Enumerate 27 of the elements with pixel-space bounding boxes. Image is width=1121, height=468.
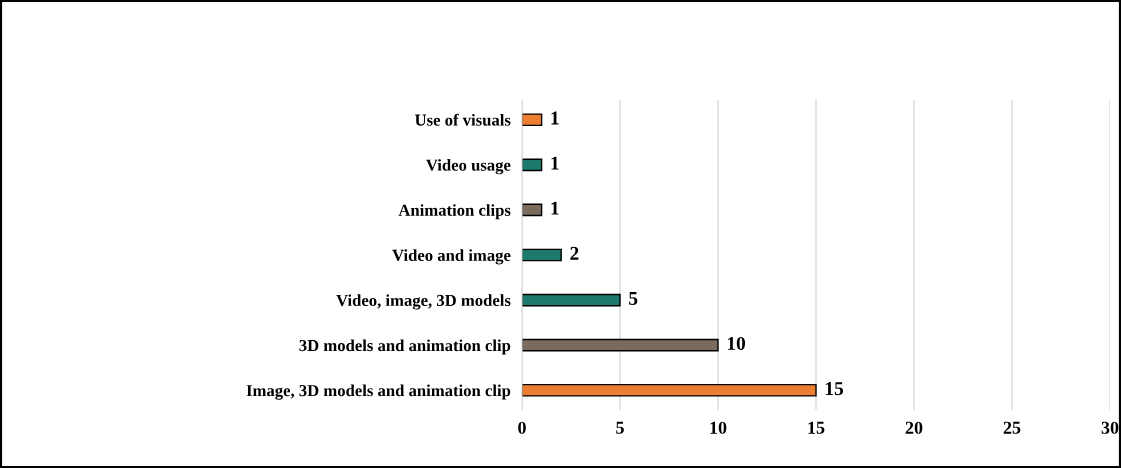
x-tick-label: 15	[808, 421, 825, 434]
x-tick-label: 0	[518, 421, 526, 434]
x-tick-label: 20	[905, 421, 923, 434]
bar	[522, 113, 543, 127]
data-label: 1	[551, 201, 559, 215]
y-tick-label: Use of visuals	[415, 113, 511, 126]
y-tick-label: Video and image	[392, 249, 511, 265]
bar	[522, 383, 817, 397]
data-label: 1	[551, 156, 559, 170]
bar	[522, 248, 562, 262]
y-tick-label: Image, 3D models and animation clip	[246, 384, 511, 400]
bar	[522, 338, 719, 352]
y-tick-label: Video, image, 3D models	[336, 294, 511, 310]
x-tick-label: 5	[616, 421, 624, 434]
x-tick-label: 10	[710, 421, 727, 434]
data-label: 1	[551, 111, 559, 125]
y-tick-label: Video usage	[426, 159, 511, 175]
data-label: 2	[570, 246, 579, 260]
data-label: 15	[825, 382, 844, 396]
y-tick-label: 3D models and animation clip	[299, 339, 511, 355]
data-label: 10	[727, 336, 746, 351]
y-tick-label: Animation clips	[398, 204, 511, 220]
x-tick-label: 25	[1003, 421, 1021, 434]
data-label: 5	[629, 292, 638, 305]
x-tick-label: 30	[1101, 421, 1119, 434]
bar	[522, 158, 543, 172]
bar	[522, 293, 621, 307]
